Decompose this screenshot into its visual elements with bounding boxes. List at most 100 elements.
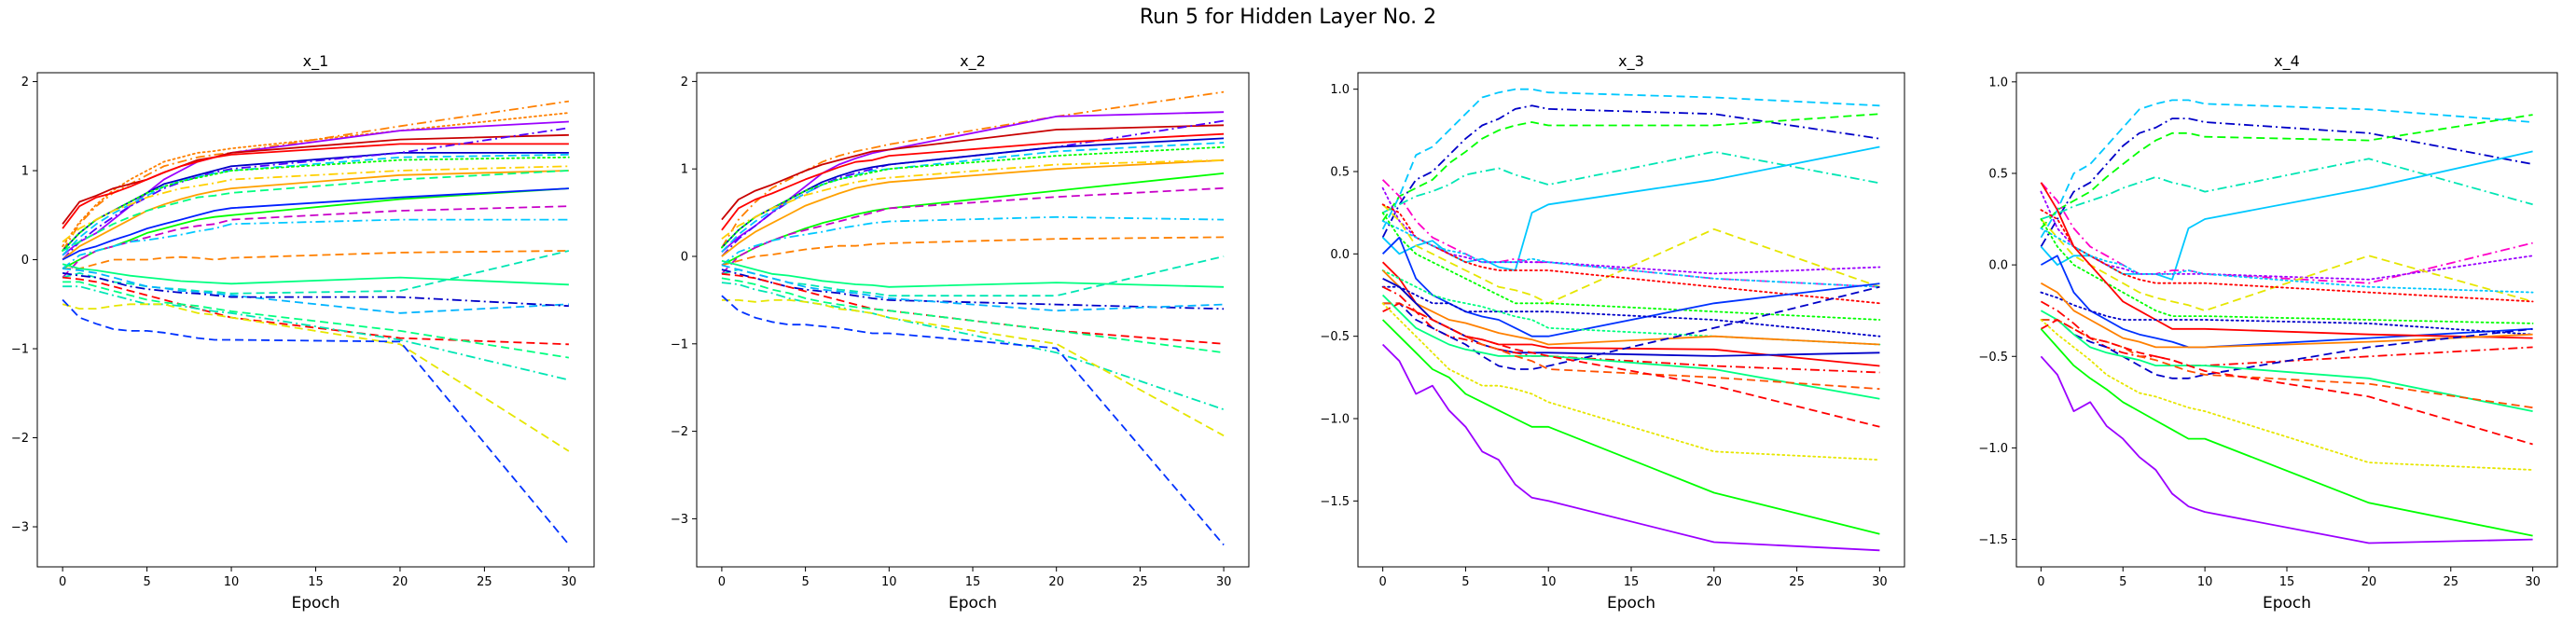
x-tick-label: 30: [1216, 575, 1232, 589]
series-line-23: [2040, 355, 2533, 544]
series-line-19: [2041, 319, 2533, 409]
x-axis-label: Epoch: [1607, 594, 1655, 613]
x-tick-label: 20: [1707, 575, 1723, 589]
y-tick-label: −1: [11, 343, 29, 357]
y-tick-label: −1.0: [1978, 442, 2008, 456]
series-line-3: [1381, 113, 1880, 222]
x-tick-label: 5: [2119, 575, 2126, 589]
y-tick-label: 1.0: [1988, 76, 2008, 90]
series-group: [721, 90, 1225, 546]
x-tick-label: 30: [561, 575, 577, 589]
subplot-x_4: 0 5 10 15 20 25 30 −1.5 −1.0 −0.5 0.0 0.5 1.0 x_4 Epoc…: [1978, 52, 2558, 613]
series-line-14: [62, 187, 569, 261]
x-tick-label: 20: [1048, 575, 1064, 589]
series-line-9: [721, 158, 1225, 257]
series-line-22: [1382, 302, 1880, 428]
series-line-7: [62, 127, 570, 261]
series-line-20: [2040, 319, 2533, 446]
series-line-1: [721, 90, 1225, 249]
x-tick-label: 5: [143, 575, 150, 589]
y-tick-label: −1: [671, 338, 688, 351]
series-line-16: [721, 255, 1225, 297]
series-line-25: [62, 303, 570, 452]
series-line-3: [2040, 114, 2533, 229]
series-line-11: [2040, 218, 2534, 324]
series-line-23: [721, 295, 1225, 546]
series-line-21: [2040, 319, 2534, 471]
x-tick-label: 25: [1132, 575, 1148, 589]
y-tick-label: 1: [21, 165, 29, 179]
subplot-title: x_3: [1618, 52, 1644, 71]
x-tick-label: 25: [1789, 575, 1805, 589]
y-tick-label: 0: [681, 250, 688, 264]
series-line-12: [721, 186, 1225, 275]
series-line-5: [62, 143, 569, 229]
series-line-2: [62, 112, 570, 248]
y-tick-label: 0: [21, 254, 29, 268]
series-line-24: [1381, 319, 1880, 535]
y-tick-label: −0.5: [1978, 351, 2008, 365]
series-line-3: [62, 120, 569, 256]
series-line-18: [2040, 310, 2533, 412]
series-line-15: [2040, 282, 2533, 349]
axes-frame: [2015, 72, 2558, 568]
x-tick-label: 15: [308, 575, 324, 589]
series-line-2: [2040, 117, 2533, 247]
series-line-8: [2040, 218, 2533, 312]
x-tick-label: 10: [1541, 575, 1557, 589]
series-line-15: [1381, 269, 1881, 346]
x-tick-label: 10: [224, 575, 240, 589]
series-group: [1381, 88, 1881, 552]
series-line-15: [62, 205, 569, 279]
series-line-19: [1382, 285, 1880, 370]
x-tick-label: 0: [59, 575, 66, 589]
series-line-1: [2040, 99, 2533, 239]
series-line-17: [721, 269, 1225, 310]
series-line-21: [62, 272, 569, 308]
series-line-25: [1381, 343, 1880, 552]
x-axis-label: Epoch: [949, 594, 997, 613]
subplot-x_2: 0 5 10 15 20 25 30 −3 −2 −1 0 1 2 x_2 Epoch: [671, 52, 1250, 613]
subplot-title: x_2: [960, 52, 986, 71]
series-line-9: [1381, 203, 1881, 305]
subplot-title: x_4: [2274, 52, 2300, 71]
y-tick-label: −0.5: [1320, 330, 1350, 344]
series-line-26: [62, 298, 570, 545]
series-line-5: [1381, 145, 1880, 271]
y-tick-label: 0.5: [1330, 166, 1350, 180]
y-tick-label: 0.0: [1330, 248, 1350, 262]
x-tick-label: 5: [801, 575, 809, 589]
series-line-13: [721, 215, 1225, 267]
x-tick-label: 25: [2443, 575, 2458, 589]
series-line-18: [721, 264, 1225, 312]
series-line-3: [721, 124, 1225, 221]
series-line-2: [1381, 104, 1880, 239]
x-axis-label: Epoch: [291, 594, 339, 613]
series-line-19: [62, 250, 570, 295]
x-tick-label: 30: [2525, 575, 2541, 589]
series-line-20: [721, 277, 1225, 354]
x-tick-label: 20: [2361, 575, 2377, 589]
series-line-1: [62, 100, 570, 252]
y-tick-label: −2: [11, 432, 29, 446]
y-tick-label: 1: [681, 163, 688, 177]
series-line-18: [62, 263, 569, 286]
series-line-14: [1381, 285, 1881, 338]
y-tick-label: 2: [681, 76, 688, 90]
subplot-x_3: 0 5 10 15 20 25 30 −1.5 −1.0 −0.5 0.0 0.5 1.0 x_3 Epoc…: [1320, 52, 1905, 613]
x-tick-label: 15: [2279, 575, 2295, 589]
series-line-4: [62, 133, 569, 225]
y-tick-label: −1.0: [1320, 413, 1350, 427]
series-line-15: [721, 259, 1225, 288]
axes-frame: [696, 72, 1250, 568]
y-tick-label: −3: [671, 513, 688, 527]
series-line-23: [1381, 302, 1881, 462]
series-line-8: [62, 154, 569, 256]
series-line-17: [1382, 277, 1880, 357]
series-line-10: [1381, 220, 1881, 288]
series-line-18: [1382, 285, 1880, 374]
subplot-title: x_1: [303, 52, 329, 71]
x-axis-label: Epoch: [2263, 594, 2311, 613]
